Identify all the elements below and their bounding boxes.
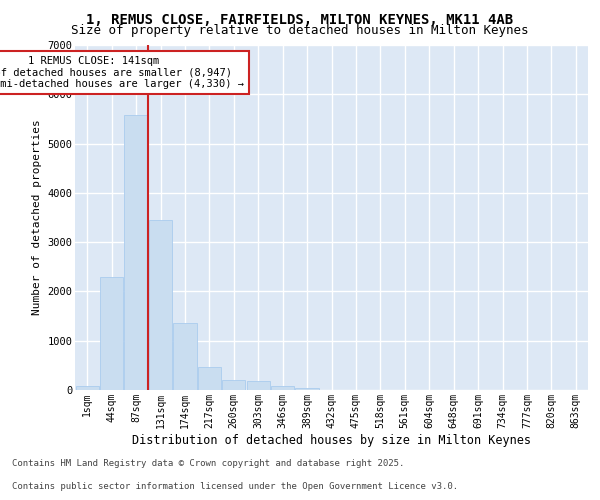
X-axis label: Distribution of detached houses by size in Milton Keynes: Distribution of detached houses by size … (132, 434, 531, 446)
Text: 1 REMUS CLOSE: 141sqm
← 67% of detached houses are smaller (8,947)
32% of semi-d: 1 REMUS CLOSE: 141sqm ← 67% of detached … (0, 56, 244, 89)
Bar (149, 220, 172, 390)
Text: Contains public sector information licensed under the Open Government Licence v3: Contains public sector information licen… (12, 482, 458, 491)
Bar (124, 115, 148, 390)
Bar (100, 276, 123, 390)
Bar (247, 382, 270, 390)
Bar (271, 386, 294, 390)
Text: 1, REMUS CLOSE, FAIRFIELDS, MILTON KEYNES, MK11 4AB: 1, REMUS CLOSE, FAIRFIELDS, MILTON KEYNE… (86, 12, 514, 26)
Bar (76, 386, 99, 390)
Text: Contains HM Land Registry data © Crown copyright and database right 2025.: Contains HM Land Registry data © Crown c… (12, 458, 404, 468)
Bar (222, 380, 245, 390)
Bar (173, 324, 197, 390)
Text: Size of property relative to detached houses in Milton Keynes: Size of property relative to detached ho… (71, 24, 529, 37)
Y-axis label: Number of detached properties: Number of detached properties (32, 120, 41, 316)
Bar (198, 368, 221, 390)
Bar (295, 388, 319, 390)
